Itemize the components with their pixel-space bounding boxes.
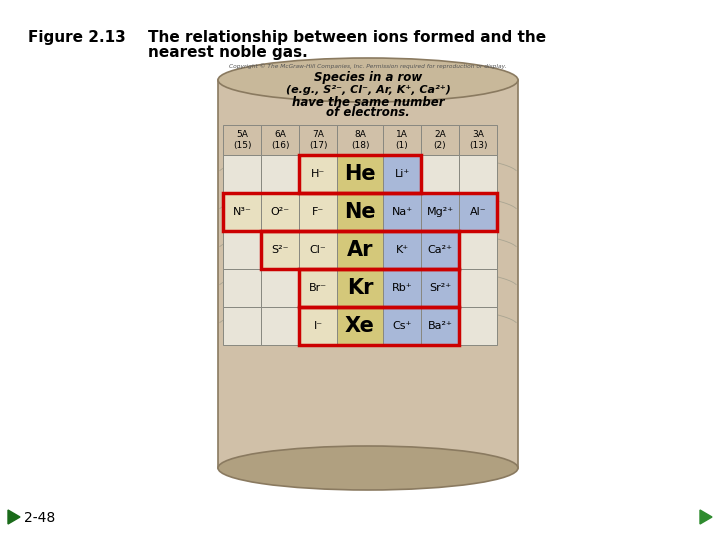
- Bar: [383, 125, 421, 155]
- Bar: [223, 269, 261, 307]
- Bar: [421, 269, 459, 307]
- Text: 6A
(16): 6A (16): [271, 130, 289, 150]
- Text: Li⁺: Li⁺: [395, 169, 410, 179]
- Bar: [383, 269, 421, 307]
- Bar: [299, 193, 337, 231]
- Bar: [459, 193, 497, 231]
- Bar: [223, 231, 261, 269]
- Bar: [299, 269, 337, 307]
- Text: 5A
(15): 5A (15): [233, 130, 251, 150]
- Text: 2-48: 2-48: [24, 511, 55, 525]
- Bar: [337, 193, 383, 231]
- Bar: [261, 125, 299, 155]
- Bar: [383, 307, 421, 345]
- Text: F⁻: F⁻: [312, 207, 324, 217]
- Text: The relationship between ions formed and the: The relationship between ions formed and…: [148, 30, 546, 45]
- Bar: [299, 307, 459, 345]
- Bar: [421, 307, 459, 345]
- Bar: [421, 125, 459, 155]
- Bar: [383, 155, 421, 193]
- Text: I⁻: I⁻: [313, 321, 323, 331]
- Text: Na⁺: Na⁺: [392, 207, 413, 217]
- Text: Species in a row: Species in a row: [314, 71, 422, 84]
- Text: of electrons.: of electrons.: [326, 106, 410, 119]
- Bar: [459, 155, 497, 193]
- Bar: [223, 193, 497, 231]
- Bar: [299, 307, 337, 345]
- Text: nearest noble gas.: nearest noble gas.: [148, 45, 307, 60]
- Polygon shape: [700, 510, 712, 524]
- Text: S²⁻: S²⁻: [271, 245, 289, 255]
- Text: N³⁻: N³⁻: [233, 207, 251, 217]
- Text: Ba²⁺: Ba²⁺: [428, 321, 452, 331]
- Bar: [337, 155, 383, 193]
- Bar: [299, 269, 459, 307]
- Text: Sr²⁺: Sr²⁺: [429, 283, 451, 293]
- Text: Rb⁺: Rb⁺: [392, 283, 413, 293]
- Bar: [459, 269, 497, 307]
- Bar: [459, 307, 497, 345]
- Bar: [337, 269, 383, 307]
- Bar: [299, 125, 337, 155]
- Bar: [421, 193, 459, 231]
- Text: K⁺: K⁺: [395, 245, 408, 255]
- Bar: [459, 125, 497, 155]
- Text: Cs⁺: Cs⁺: [392, 321, 412, 331]
- Bar: [337, 307, 383, 345]
- Text: Ca²⁺: Ca²⁺: [428, 245, 452, 255]
- Bar: [223, 125, 261, 155]
- Text: He: He: [344, 164, 376, 184]
- Bar: [223, 307, 261, 345]
- Polygon shape: [8, 510, 20, 524]
- Text: Br⁻: Br⁻: [309, 283, 327, 293]
- Text: Figure 2.13: Figure 2.13: [28, 30, 126, 45]
- Text: Cl⁻: Cl⁻: [310, 245, 326, 255]
- Bar: [261, 155, 299, 193]
- Ellipse shape: [218, 446, 518, 490]
- Bar: [421, 231, 459, 269]
- Bar: [261, 231, 299, 269]
- Bar: [421, 155, 459, 193]
- Bar: [337, 231, 383, 269]
- Bar: [223, 193, 261, 231]
- Bar: [337, 125, 383, 155]
- Bar: [261, 231, 459, 269]
- Text: (e.g., S²⁻, Cl⁻, Ar, K⁺, Ca²⁺): (e.g., S²⁻, Cl⁻, Ar, K⁺, Ca²⁺): [286, 85, 451, 95]
- Text: have the same number: have the same number: [292, 96, 444, 109]
- Bar: [383, 193, 421, 231]
- Bar: [459, 231, 497, 269]
- Text: 1A
(1): 1A (1): [395, 130, 408, 150]
- Bar: [299, 231, 337, 269]
- Text: 8A
(18): 8A (18): [351, 130, 369, 150]
- Bar: [218, 80, 518, 468]
- Text: Ar: Ar: [347, 240, 373, 260]
- Text: 7A
(17): 7A (17): [309, 130, 328, 150]
- Bar: [299, 155, 337, 193]
- Text: Kr: Kr: [347, 278, 373, 298]
- Text: Ne: Ne: [344, 202, 376, 222]
- Text: Mg²⁺: Mg²⁺: [426, 207, 454, 217]
- Bar: [261, 269, 299, 307]
- Bar: [223, 155, 261, 193]
- Text: Copyright © The McGraw-Hill Companies, Inc. Permission required for reproduction: Copyright © The McGraw-Hill Companies, I…: [229, 63, 507, 69]
- Text: H⁻: H⁻: [311, 169, 325, 179]
- Text: Xe: Xe: [345, 316, 375, 336]
- Text: 3A
(13): 3A (13): [469, 130, 487, 150]
- Text: Al⁻: Al⁻: [469, 207, 486, 217]
- Text: 2A
(2): 2A (2): [433, 130, 446, 150]
- Ellipse shape: [218, 58, 518, 102]
- Bar: [261, 307, 299, 345]
- Text: O²⁻: O²⁻: [271, 207, 289, 217]
- Bar: [261, 193, 299, 231]
- Bar: [299, 155, 421, 193]
- Bar: [383, 231, 421, 269]
